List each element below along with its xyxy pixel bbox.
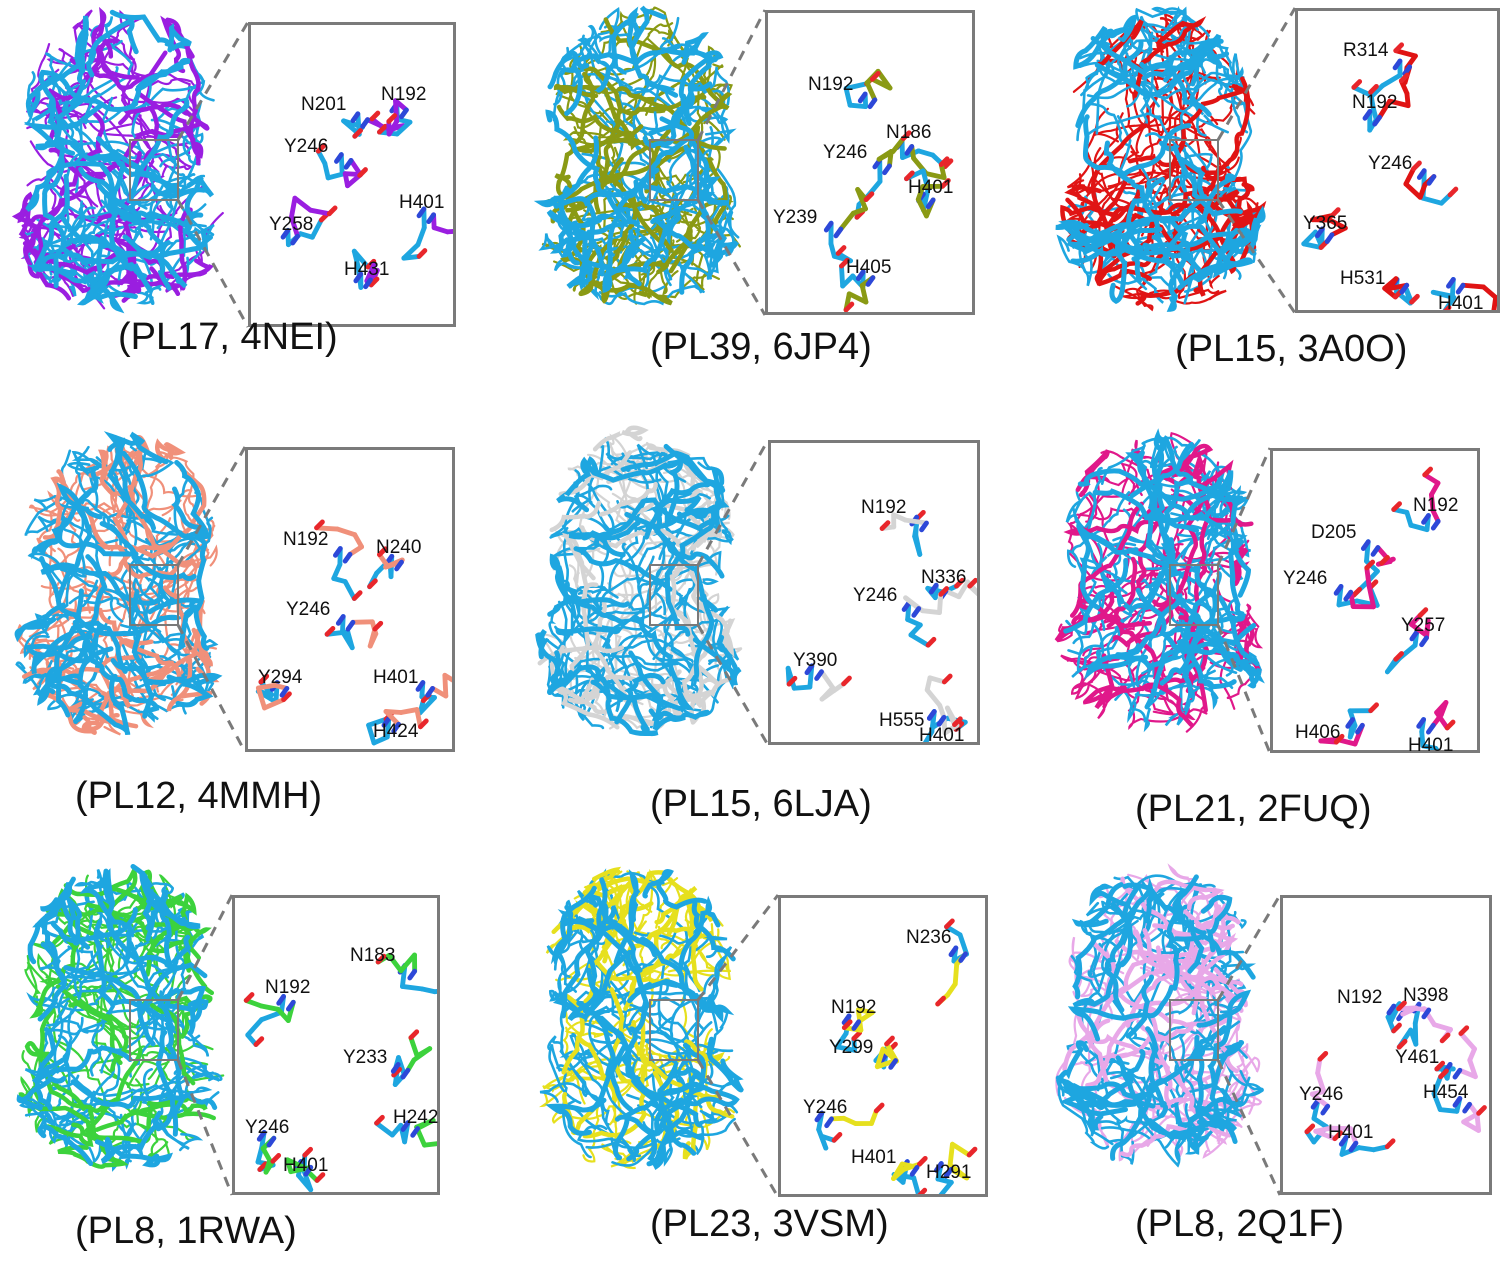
protein-cartoon <box>520 860 760 1180</box>
residue-label: N192 <box>1352 93 1397 112</box>
residue-label: Y239 <box>773 208 817 227</box>
active-site-inset: N192 N186 Y246 H401 Y239 H405 <box>765 10 975 315</box>
residue-label: H555 <box>879 711 924 730</box>
residue-label: H401 <box>373 668 418 687</box>
residue-label: H291 <box>926 1163 971 1182</box>
residue-label: H454 <box>1423 1083 1468 1102</box>
panel-caption: (PL23, 3VSM) <box>650 1205 889 1243</box>
residue-label: N186 <box>886 123 931 142</box>
residue-label: Y246 <box>803 1098 847 1117</box>
residue-label: N240 <box>376 538 421 557</box>
residue-label: N336 <box>921 568 966 587</box>
residue-label: H401 <box>1408 736 1453 755</box>
protein-cartoon <box>520 0 760 320</box>
residue-label: Y246 <box>823 143 867 162</box>
residue-label: Y246 <box>1368 154 1412 173</box>
residue-label: N192 <box>861 498 906 517</box>
residue-label: N192 <box>265 978 310 997</box>
residue-label: N236 <box>906 928 951 947</box>
residue-label: H242 <box>393 1108 438 1127</box>
residue-label: Y246 <box>286 600 330 619</box>
residue-label: N183 <box>350 946 395 965</box>
residue-sticks <box>248 450 452 749</box>
structure-panel: N192 N186 Y246 H401 Y239 H405 (PL39, 6JP4) <box>520 0 1020 420</box>
residue-label: N192 <box>381 85 426 104</box>
structure-panel: R314 N192 Y246 Y365 H531 H401 (PL15, 3A0O) <box>1040 0 1500 420</box>
panel-caption: (PL21, 2FUQ) <box>1135 790 1372 828</box>
panel-caption: (PL8, 1RWA) <box>75 1212 297 1250</box>
residue-label: H401 <box>399 193 444 212</box>
residue-label: Y461 <box>1395 1048 1439 1067</box>
active-site-inset: N183 N192 Y233 Y246 H242 H401 <box>232 895 440 1195</box>
panel-caption: (PL15, 6LJA) <box>650 785 872 823</box>
panel-caption: (PL8, 2Q1F) <box>1135 1205 1344 1243</box>
panel-caption: (PL17, 4NEI) <box>118 318 338 356</box>
residue-label: H401 <box>1438 294 1483 313</box>
residue-label: Y233 <box>343 1048 387 1067</box>
active-site-inset: D205 N192 Y246 Y257 H406 H401 <box>1270 448 1480 753</box>
structure-panel: N192 N240 Y246 Y294 H401 H424 (PL12, 4MMH) <box>0 425 500 845</box>
residue-label: H406 <box>1295 723 1340 742</box>
residue-label: Y365 <box>1303 214 1347 233</box>
residue-label: D205 <box>1311 523 1356 542</box>
residue-label: N398 <box>1403 986 1448 1005</box>
protein-cartoon <box>0 425 240 745</box>
residue-label: H431 <box>344 260 389 279</box>
residue-label: Y258 <box>269 215 313 234</box>
residue-label: H531 <box>1340 269 1385 288</box>
structure-panel: N201 N192 Y246 Y258 H401 H431 (PL17, 4NEI) <box>0 0 500 420</box>
residue-label: H401 <box>851 1148 896 1167</box>
structure-panel: N192 N398 Y461 Y246 H454 H401 (PL8, 2Q1F) <box>1040 860 1500 1280</box>
residue-label: Y390 <box>793 651 837 670</box>
active-site-inset: N236 N192 Y299 Y246 H401 H291 <box>778 895 988 1197</box>
residue-label: Y299 <box>829 1038 873 1057</box>
residue-label: N192 <box>808 75 853 94</box>
residue-label: N201 <box>301 95 346 114</box>
residue-label: N192 <box>831 998 876 1017</box>
active-site-inset: R314 N192 Y246 Y365 H531 H401 <box>1295 8 1500 313</box>
residue-label: Y246 <box>1283 569 1327 588</box>
protein-cartoon <box>0 860 240 1180</box>
panel-caption: (PL39, 6JP4) <box>650 328 872 366</box>
residue-label: N192 <box>1337 988 1382 1007</box>
protein-cartoon <box>1040 425 1280 745</box>
active-site-inset: N192 N398 Y461 Y246 H454 H401 <box>1280 895 1492 1195</box>
residue-label: H424 <box>373 722 418 741</box>
structure-panel: N236 N192 Y299 Y246 H401 H291 (PL23, 3VSM) <box>520 860 1020 1280</box>
residue-label: Y294 <box>258 668 302 687</box>
active-site-inset: N201 N192 Y246 Y258 H401 H431 <box>248 22 456 327</box>
panel-caption: (PL15, 3A0O) <box>1175 330 1407 368</box>
residue-label: N192 <box>1413 496 1458 515</box>
residue-label: Y246 <box>853 586 897 605</box>
residue-label: H401 <box>919 726 964 745</box>
structure-panel: D205 N192 Y246 Y257 H406 H401 (PL21, 2FUQ) <box>1040 425 1500 845</box>
residue-sticks <box>1283 898 1489 1192</box>
protein-cartoon <box>1040 860 1280 1180</box>
residue-label: R314 <box>1343 41 1388 60</box>
protein-cartoon <box>1040 0 1280 320</box>
residue-label: H401 <box>1328 1123 1373 1142</box>
protein-cartoon <box>0 0 240 320</box>
active-site-inset: N192 N240 Y246 Y294 H401 H424 <box>245 447 455 752</box>
residue-label: Y246 <box>284 137 328 156</box>
structure-panel: N183 N192 Y233 Y246 H242 H401 (PL8, 1RWA) <box>0 860 500 1280</box>
protein-cartoon <box>520 425 760 745</box>
residue-label: N192 <box>283 530 328 549</box>
residue-label: H401 <box>283 1156 328 1175</box>
residue-label: Y246 <box>245 1118 289 1137</box>
residue-label: H401 <box>908 178 953 197</box>
residue-label: H405 <box>846 258 891 277</box>
residue-label: Y246 <box>1299 1085 1343 1104</box>
residue-label: Y257 <box>1401 616 1445 635</box>
residue-sticks <box>235 898 437 1192</box>
panel-caption: (PL12, 4MMH) <box>75 777 322 815</box>
